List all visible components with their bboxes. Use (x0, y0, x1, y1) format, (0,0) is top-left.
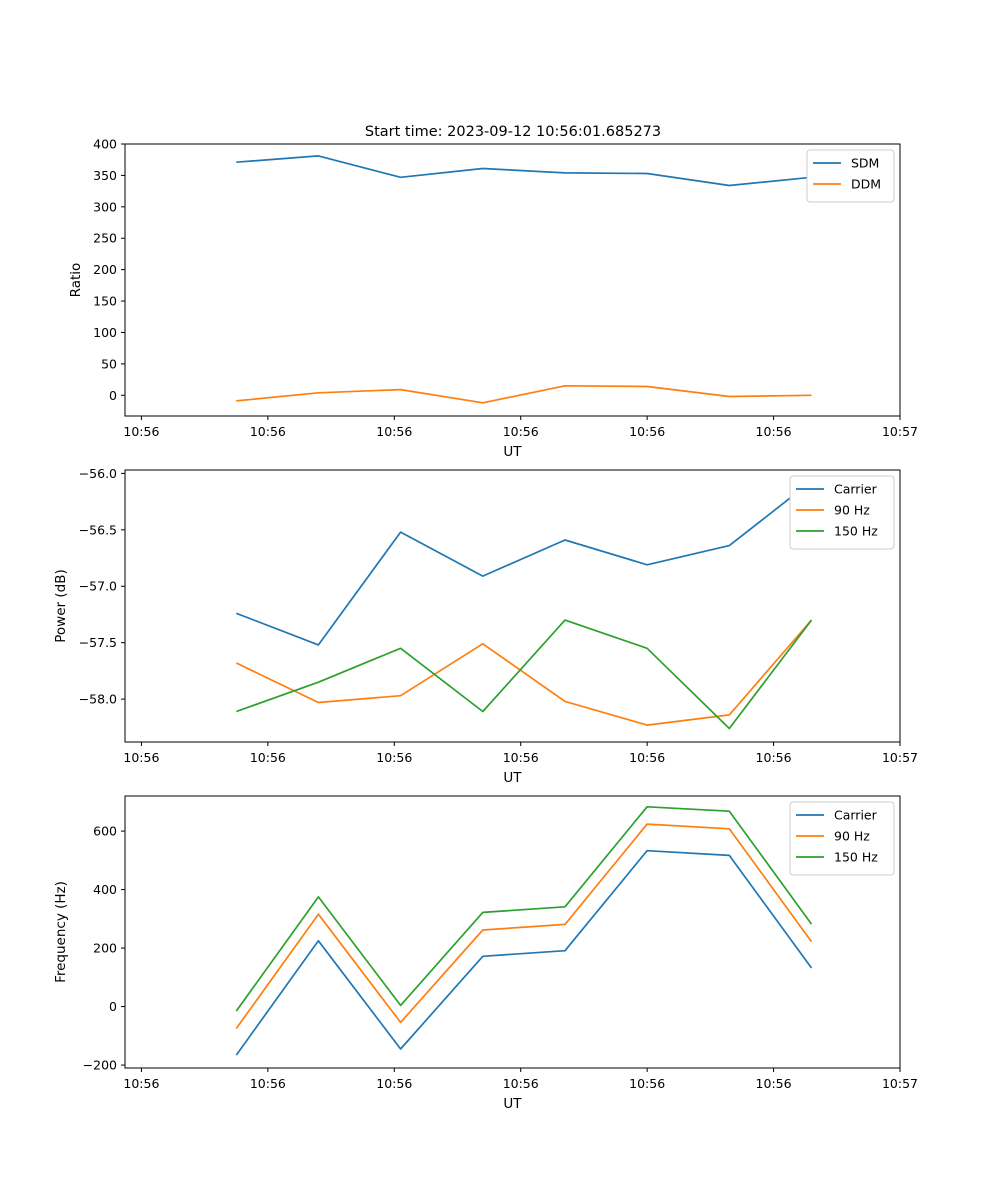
y-tick-label: 50 (101, 356, 117, 371)
x-tick-label: 10:56 (756, 1076, 792, 1091)
x-tick-label: 10:56 (629, 750, 665, 765)
x-tick-label: 10:57 (882, 750, 918, 765)
y-tick-label: 0 (109, 388, 117, 403)
legend: Carrier 90 Hz 150 Hz (790, 802, 894, 875)
y-axis-label: Power (dB) (53, 569, 69, 642)
legend-label-carrier: Carrier (834, 482, 878, 497)
y-tick-label: −56.5 (79, 522, 117, 537)
legend-label-150-hz: 150 Hz (834, 850, 878, 865)
y-tick-label: 200 (93, 941, 117, 956)
legend-label-carrier: Carrier (834, 808, 878, 823)
x-tick-label: 10:56 (250, 750, 286, 765)
legend-label-ddm: DDM (851, 177, 881, 192)
figure-title: Start time: 2023-09-12 10:56:01.685273 (365, 124, 661, 140)
x-tick-label: 10:56 (629, 424, 665, 439)
x-tick-label: 10:56 (250, 1076, 286, 1091)
y-axis-label: Frequency (Hz) (53, 881, 69, 983)
y-tick-label: 600 (93, 824, 117, 839)
y-tick-label: 300 (93, 199, 117, 214)
y-tick-label: −57.5 (79, 635, 117, 650)
x-tick-label: 10:56 (629, 1076, 665, 1091)
x-tick-label: 10:56 (503, 424, 539, 439)
x-tick-label: 10:56 (756, 424, 792, 439)
x-tick-label: 10:56 (123, 750, 159, 765)
y-tick-label: 150 (93, 294, 117, 309)
x-tick-label: 10:57 (882, 424, 918, 439)
x-axis-label: UT (503, 770, 522, 786)
y-tick-label: 350 (93, 168, 117, 183)
y-tick-label: −58.0 (79, 692, 117, 707)
legend-label-150-hz: 150 Hz (834, 524, 878, 539)
x-tick-label: 10:56 (503, 750, 539, 765)
x-axis-label: UT (503, 444, 522, 460)
x-tick-label: 10:56 (123, 424, 159, 439)
x-tick-label: 10:56 (376, 750, 412, 765)
x-tick-label: 10:56 (376, 1076, 412, 1091)
y-axis-label: Ratio (68, 263, 84, 298)
y-tick-label: −56.0 (79, 466, 117, 481)
y-tick-label: 400 (93, 882, 117, 897)
y-tick-label: 250 (93, 231, 117, 246)
x-axis-label: UT (503, 1096, 522, 1112)
y-tick-label: 0 (109, 999, 117, 1014)
x-tick-label: 10:56 (123, 1076, 159, 1091)
legend: SDM DDM (807, 150, 894, 202)
legend-label-90-hz: 90 Hz (834, 503, 870, 518)
legend-label-90-hz: 90 Hz (834, 829, 870, 844)
y-tick-label: 100 (93, 325, 117, 340)
y-tick-label: −57.0 (79, 579, 117, 594)
legend: Carrier 90 Hz 150 Hz (790, 476, 894, 549)
x-tick-label: 10:56 (503, 1076, 539, 1091)
y-tick-label: 200 (93, 262, 117, 277)
y-tick-label: 400 (93, 137, 117, 152)
legend-label-sdm: SDM (851, 156, 879, 171)
x-tick-label: 10:56 (250, 424, 286, 439)
x-tick-label: 10:56 (376, 424, 412, 439)
y-tick-label: −200 (83, 1058, 117, 1073)
x-tick-label: 10:56 (756, 750, 792, 765)
x-tick-label: 10:57 (882, 1076, 918, 1091)
